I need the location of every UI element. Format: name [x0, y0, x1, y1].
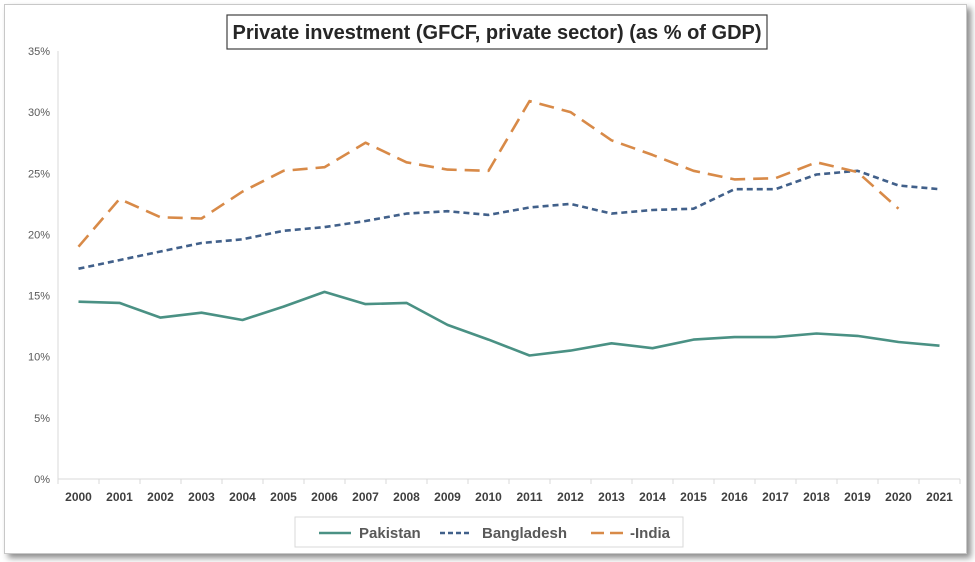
x-tick-label: 2010: [475, 490, 502, 504]
y-tick-label: 35%: [28, 46, 50, 58]
x-tick-label: 2011: [516, 490, 542, 504]
x-tick-label: 2020: [885, 490, 912, 504]
legend: Pakistan Bangladesh -India: [294, 516, 684, 548]
series-line-india: [77, 99, 900, 248]
x-tick-label: 2016: [721, 490, 748, 504]
legend-label: -India: [630, 525, 671, 542]
chart-title-box: Private investment (GFCF, private sector…: [226, 14, 768, 50]
x-tick-label: 2009: [434, 490, 461, 504]
y-tick-label: 0%: [34, 474, 50, 486]
x-tick-label: 2002: [147, 490, 174, 504]
series-line-pakistan: [78, 290, 940, 357]
legend-label: Bangladesh: [482, 525, 567, 542]
plot-area: 0% 5% 10% 15% 20% 25% 30% 35% 2000 2001 2002 2003 20…: [28, 46, 961, 504]
x-tick-label: 2007: [352, 490, 379, 504]
x-tick-label: 2017: [762, 490, 789, 504]
x-tick-label: 2014: [639, 490, 666, 504]
y-tick-label: 15%: [28, 291, 50, 303]
y-tick-label: 25%: [28, 168, 50, 180]
x-tick-label: 2012: [557, 490, 584, 504]
x-tick-label: 2003: [188, 490, 215, 504]
x-tick-label: 2000: [65, 490, 92, 504]
x-tick-label: 2004: [229, 490, 256, 504]
legend-box: [294, 516, 684, 548]
series-line-bangladesh: [78, 169, 940, 270]
chart: Private investment (GFCF, private sector…: [28, 14, 961, 548]
y-tick-label: 20%: [28, 229, 50, 241]
chart-frame: Private investment (GFCF, private sector…: [4, 4, 967, 554]
x-tick-label: 2021: [926, 490, 953, 504]
chart-title-border: [226, 14, 768, 50]
x-tick-label: 2019: [844, 490, 871, 504]
x-tick-label: 2015: [680, 490, 707, 504]
y-tick-label: 30%: [28, 107, 50, 119]
x-tick-label: 2001: [106, 490, 133, 504]
x-tick-label: 2013: [598, 490, 625, 504]
x-tick-label: 2005: [270, 490, 297, 504]
x-tick-label: 2006: [311, 490, 338, 504]
chart-title: Private investment (GFCF, private sector…: [232, 22, 761, 44]
x-tick-label: 2018: [803, 490, 830, 504]
y-tick-label: 5%: [34, 413, 50, 425]
legend-label: Pakistan: [359, 525, 421, 542]
x-tick-label: 2008: [393, 490, 420, 504]
y-tick-label: 10%: [28, 352, 50, 364]
